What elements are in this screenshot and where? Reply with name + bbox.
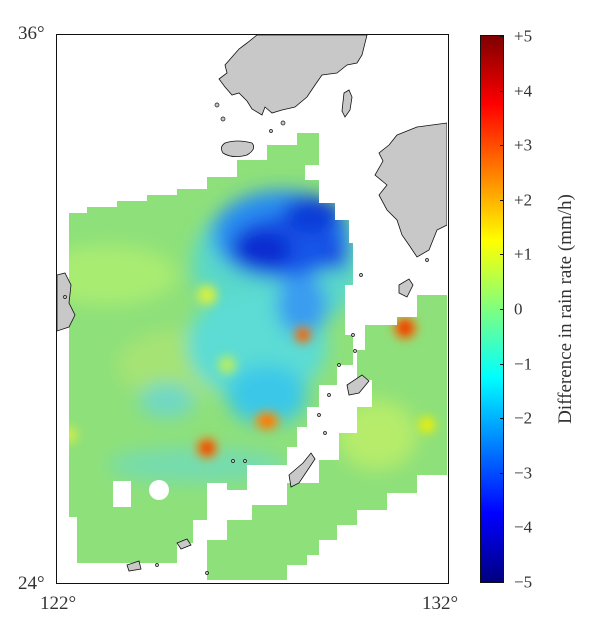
colorbar-tick-label: +1 [514, 244, 533, 264]
lon-label-right: 132° [422, 593, 459, 614]
rain-rate-difference-map [57, 35, 447, 580]
map-panel [56, 34, 449, 584]
colorbar-tick-label: −5 [514, 572, 533, 592]
colorbar-tick-mark [500, 363, 504, 365]
colorbar-tick-mark [500, 472, 504, 474]
colorbar-tick-label: +4 [514, 81, 533, 101]
lat-label-bottom: 24° [18, 573, 45, 594]
colorbar-tick-mark [500, 145, 504, 147]
colorbar-label: Difference in rain rate (mm/h) [555, 194, 576, 424]
colorbar-gradient [481, 36, 503, 582]
colorbar-tick-mark [500, 309, 504, 310]
kyushu [374, 122, 447, 258]
colorbar-tick-mark [500, 90, 504, 92]
korea-coast [218, 35, 368, 116]
taiwan-coast [57, 272, 76, 332]
tanegashima [398, 278, 414, 298]
colorbar-tick-mark [500, 254, 504, 256]
coastline-specks [63, 102, 429, 575]
colorbar-tick-label: 0 [514, 299, 523, 319]
lat-label-top: 36° [18, 23, 45, 44]
colorbar-tick-mark [500, 527, 504, 529]
colorbar-tick-mark [500, 582, 504, 583]
colorbar-tick-label: +5 [514, 26, 533, 46]
colorbar-tick-mark [500, 36, 504, 37]
colorbar-tick-mark [500, 199, 504, 201]
colorbar-tick-label: +2 [514, 190, 533, 210]
colorbar-tick-label: −1 [514, 354, 533, 374]
colorbar-tick-label: −4 [514, 517, 533, 537]
jeju-island [221, 140, 255, 157]
okinawa-island [288, 452, 316, 488]
colorbar-tick-label: +3 [514, 135, 533, 155]
land-masses [57, 35, 447, 572]
no-data-holes [113, 480, 169, 507]
colorbar-tick-mark [500, 418, 504, 420]
colorbar-tick-label: −2 [514, 408, 533, 428]
small-island-sw [176, 538, 192, 550]
tsushima [341, 89, 353, 118]
amami-island [346, 374, 370, 396]
small-island-sw2 [126, 560, 142, 572]
lon-label-left: 122° [40, 593, 77, 614]
colorbar-tick-label: −3 [514, 463, 533, 483]
